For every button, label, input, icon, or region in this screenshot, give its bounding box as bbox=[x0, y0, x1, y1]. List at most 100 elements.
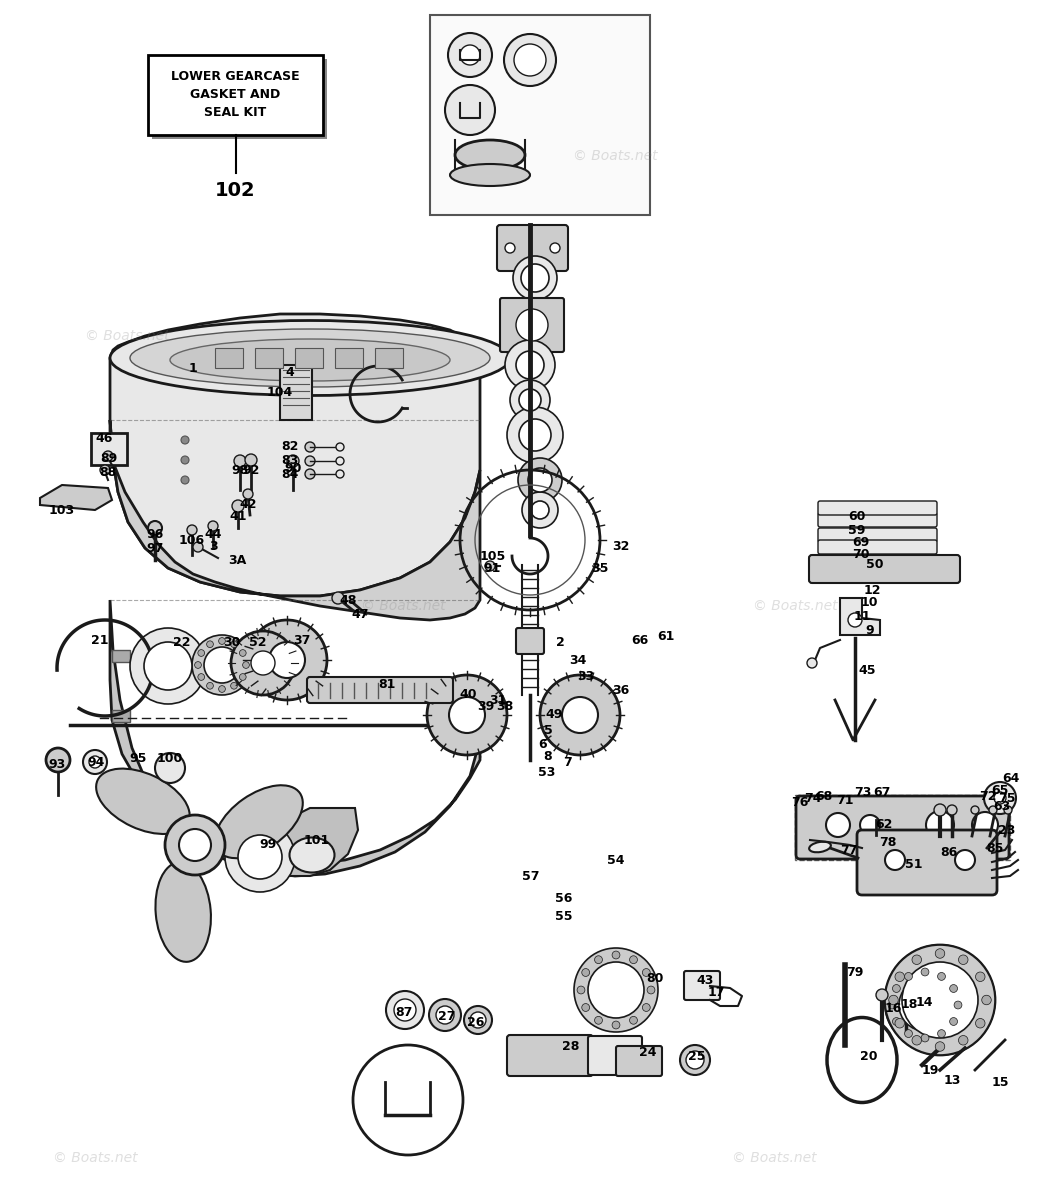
Bar bbox=[255, 348, 283, 368]
Text: 70: 70 bbox=[852, 548, 870, 562]
Circle shape bbox=[574, 948, 658, 1032]
Circle shape bbox=[230, 641, 238, 648]
Text: 24: 24 bbox=[639, 1045, 657, 1058]
Text: 82: 82 bbox=[281, 440, 299, 454]
Circle shape bbox=[528, 468, 552, 492]
Circle shape bbox=[895, 1019, 904, 1028]
Circle shape bbox=[581, 968, 590, 977]
Circle shape bbox=[187, 526, 197, 535]
Ellipse shape bbox=[464, 1006, 492, 1034]
Text: 38: 38 bbox=[497, 701, 514, 714]
Text: 76: 76 bbox=[792, 797, 808, 810]
Text: 14: 14 bbox=[916, 996, 933, 1009]
Text: LOWER GEARCASE
GASKET AND
SEAL KIT: LOWER GEARCASE GASKET AND SEAL KIT bbox=[171, 71, 300, 120]
FancyBboxPatch shape bbox=[307, 677, 453, 703]
Text: 55: 55 bbox=[555, 911, 573, 924]
Text: 86: 86 bbox=[940, 846, 958, 859]
Circle shape bbox=[518, 458, 562, 502]
Circle shape bbox=[588, 962, 644, 1018]
Ellipse shape bbox=[386, 991, 424, 1028]
Circle shape bbox=[504, 34, 556, 86]
Text: 36: 36 bbox=[612, 684, 629, 697]
Circle shape bbox=[642, 1003, 650, 1012]
Ellipse shape bbox=[110, 320, 510, 396]
Circle shape bbox=[243, 661, 249, 668]
Circle shape bbox=[510, 380, 550, 420]
Circle shape bbox=[305, 442, 315, 452]
Circle shape bbox=[642, 968, 650, 977]
Text: 45: 45 bbox=[858, 664, 875, 677]
Ellipse shape bbox=[170, 338, 450, 382]
Text: 84: 84 bbox=[281, 468, 299, 480]
FancyBboxPatch shape bbox=[91, 433, 127, 464]
FancyBboxPatch shape bbox=[808, 554, 960, 583]
Text: 9: 9 bbox=[866, 624, 874, 637]
Text: 3A: 3A bbox=[228, 553, 246, 566]
Circle shape bbox=[181, 456, 189, 464]
Polygon shape bbox=[272, 808, 358, 876]
Circle shape bbox=[514, 256, 557, 300]
Text: 79: 79 bbox=[847, 966, 864, 979]
Bar bbox=[112, 770, 131, 782]
Circle shape bbox=[427, 674, 507, 755]
FancyBboxPatch shape bbox=[500, 298, 564, 352]
Circle shape bbox=[193, 542, 203, 552]
FancyBboxPatch shape bbox=[616, 1046, 662, 1076]
Circle shape bbox=[1004, 806, 1012, 814]
Text: 99: 99 bbox=[259, 838, 277, 851]
Circle shape bbox=[230, 683, 238, 689]
Circle shape bbox=[984, 782, 1016, 814]
Circle shape bbox=[286, 455, 299, 467]
Polygon shape bbox=[110, 600, 480, 876]
Circle shape bbox=[892, 984, 901, 992]
Text: 69: 69 bbox=[852, 536, 870, 550]
Circle shape bbox=[954, 1001, 962, 1009]
Circle shape bbox=[336, 457, 344, 464]
Text: 41: 41 bbox=[229, 510, 247, 523]
Ellipse shape bbox=[680, 1045, 710, 1075]
Circle shape bbox=[971, 806, 979, 814]
Circle shape bbox=[507, 407, 563, 463]
Text: 19: 19 bbox=[921, 1063, 939, 1076]
Text: © Boats.net: © Boats.net bbox=[753, 599, 838, 613]
Text: 39: 39 bbox=[477, 700, 494, 713]
Circle shape bbox=[445, 85, 495, 134]
Circle shape bbox=[519, 389, 541, 410]
Circle shape bbox=[179, 829, 211, 862]
Circle shape bbox=[885, 965, 966, 1045]
Text: 15: 15 bbox=[991, 1076, 1009, 1090]
Circle shape bbox=[103, 451, 114, 461]
Circle shape bbox=[935, 1042, 944, 1051]
Circle shape bbox=[612, 952, 620, 959]
FancyBboxPatch shape bbox=[818, 540, 937, 554]
Text: 43: 43 bbox=[696, 973, 714, 986]
Circle shape bbox=[197, 673, 205, 680]
Circle shape bbox=[938, 972, 945, 980]
Circle shape bbox=[83, 750, 107, 774]
Circle shape bbox=[629, 955, 638, 964]
Circle shape bbox=[197, 649, 205, 656]
Circle shape bbox=[225, 822, 295, 892]
FancyBboxPatch shape bbox=[147, 55, 323, 134]
Circle shape bbox=[885, 946, 995, 1055]
Circle shape bbox=[594, 1016, 603, 1025]
Circle shape bbox=[245, 454, 257, 466]
Text: © Boats.net: © Boats.net bbox=[573, 149, 658, 163]
Circle shape bbox=[876, 989, 888, 1001]
Circle shape bbox=[905, 1030, 912, 1038]
Text: 33: 33 bbox=[577, 670, 594, 683]
Circle shape bbox=[895, 972, 904, 982]
Circle shape bbox=[975, 1019, 985, 1028]
Circle shape bbox=[594, 955, 603, 964]
Ellipse shape bbox=[436, 1006, 454, 1024]
Circle shape bbox=[232, 500, 244, 512]
Text: 94: 94 bbox=[87, 756, 105, 768]
Text: 67: 67 bbox=[873, 786, 890, 799]
Circle shape bbox=[207, 641, 213, 648]
Circle shape bbox=[581, 1003, 590, 1012]
Circle shape bbox=[208, 521, 218, 530]
Circle shape bbox=[46, 748, 70, 772]
Circle shape bbox=[888, 1001, 895, 1009]
Circle shape bbox=[958, 955, 968, 965]
Circle shape bbox=[505, 242, 515, 253]
